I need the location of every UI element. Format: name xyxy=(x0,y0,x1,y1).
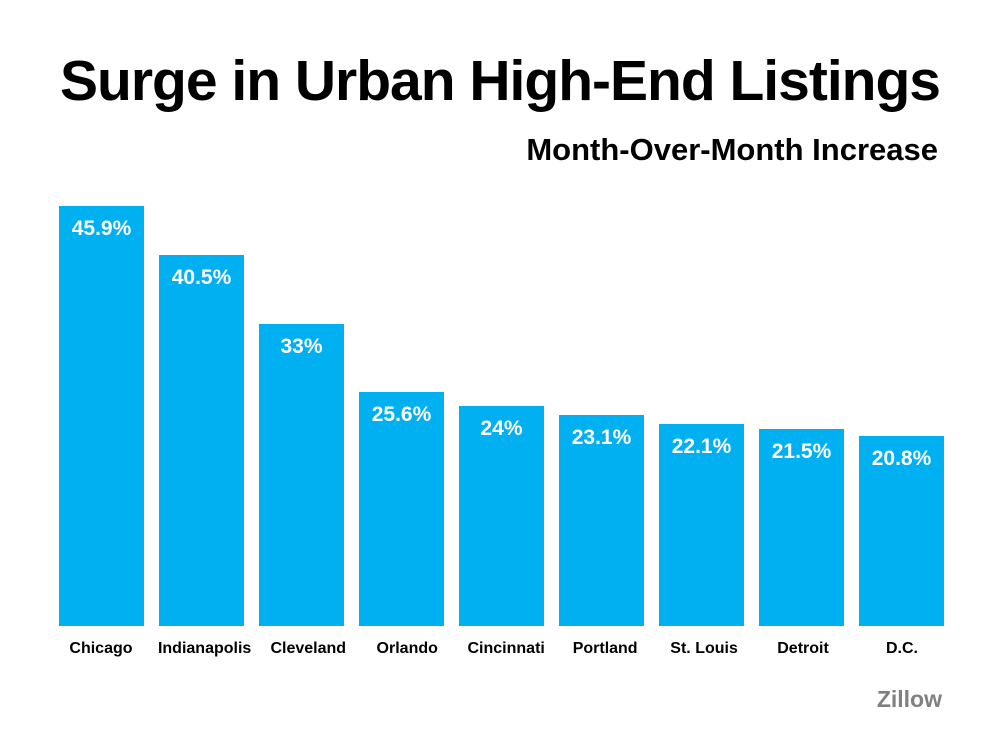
bar-indianapolis: 40.5% xyxy=(159,255,244,626)
category-label-detroit: Detroit xyxy=(777,640,829,657)
category-label-chicago: Chicago xyxy=(69,640,133,657)
bar-value-label: 33% xyxy=(280,335,323,359)
category-label-d-c: D.C. xyxy=(885,640,918,657)
bar-chart: 45.9% 40.5% 33% 25.6% 24% 23.1% 22.1% 21.5% 20.8… xyxy=(59,206,944,626)
bar-chicago: 45.9% xyxy=(59,206,144,626)
source-credit: Zillow xyxy=(876,686,942,712)
category-label-portland: Portland xyxy=(572,640,638,657)
bar-portland: 23.1% xyxy=(559,414,644,626)
bar-value-label: 45.9% xyxy=(71,217,132,240)
category-label-st-louis: St. Louis xyxy=(670,640,738,657)
bars-container: 45.9% 40.5% 33% 25.6% 24% 23.1% 22.1% 21.5% 20.8… xyxy=(59,206,944,626)
bar-d-c: 20.8% xyxy=(859,435,944,626)
bar-detroit: 21.5% xyxy=(759,429,844,626)
bar-cleveland: 33% xyxy=(259,324,344,626)
bar-value-label: 24% xyxy=(480,417,523,441)
chart-title: Surge in Urban High-End Listings xyxy=(60,49,941,113)
category-label-cincinnati: Cincinnati xyxy=(467,640,545,657)
bar-st-louis: 22.1% xyxy=(659,423,744,626)
chart-subtitle: Month-Over-Month Increase xyxy=(526,132,938,167)
bar-value-label: 20.8% xyxy=(871,446,932,470)
category-label-cleveland: Cleveland xyxy=(270,640,347,657)
bar-value-label: 22.1% xyxy=(671,434,732,458)
bar-value-label: 23.1% xyxy=(571,425,632,449)
bar-value-label: 21.5% xyxy=(771,440,832,464)
category-label-orlando: Orlando xyxy=(376,640,438,657)
bar-value-label: 25.6% xyxy=(371,402,432,426)
category-label-indianapolis: Indianapolis xyxy=(157,640,252,657)
bar-orlando: 25.6% xyxy=(359,391,444,626)
bar-value-label: 40.5% xyxy=(171,266,232,290)
bar-cincinnati: 24% xyxy=(459,406,544,626)
category-labels-row: Chicago Indianapolis Cleveland Orlando Cinci… xyxy=(59,640,944,658)
